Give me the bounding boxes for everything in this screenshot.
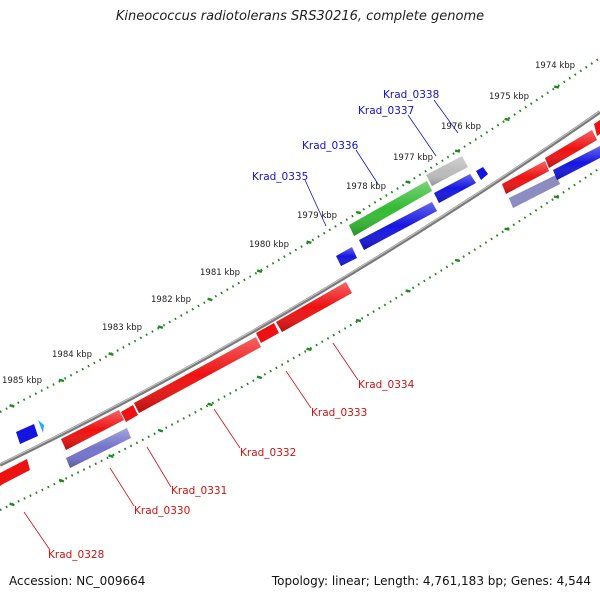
upper-tick-2 (108, 352, 114, 356)
genome-summary-text: Topology: linear; Length: 4,761,183 bp; … (271, 574, 591, 588)
lower-leader-lines (23, 342, 359, 551)
kbp-label-1982: 1982 kbp (151, 295, 191, 305)
upper-tick-9 (454, 149, 461, 153)
upper-leader-lines (304, 99, 459, 227)
gene-cyan-marker[interactable] (38, 420, 44, 433)
gene-reverse-upper-right[interactable] (434, 174, 476, 203)
gene-0333-block[interactable] (256, 323, 279, 343)
gene-0331b-block[interactable] (121, 405, 138, 422)
kbp-label-1983: 1983 kbp (102, 323, 142, 333)
lower-scale-dots (0, 167, 600, 511)
upper-tick-5 (256, 269, 263, 273)
kbp-label-1975: 1975 kbp (489, 92, 529, 102)
kbp-label-1980: 1980 kbp (249, 240, 289, 250)
gene-0328-block[interactable] (0, 459, 30, 486)
upper-tick-11 (553, 85, 560, 89)
lower-tick-8 (405, 289, 411, 293)
kbp-label-1985: 1985 kbp (2, 376, 42, 386)
lower-tick-11 (553, 195, 560, 199)
gene-label-krad-0328[interactable]: Krad_0328 (48, 549, 104, 561)
upper-tick-0 (9, 403, 15, 408)
kbp-label-1974: 1974 kbp (535, 61, 575, 71)
page-title: Kineococcus radiotolerans SRS30216, comp… (115, 9, 485, 24)
kbp-label-1984: 1984 kbp (52, 350, 92, 360)
lower-tick-5 (256, 375, 263, 380)
gene-0331-block[interactable] (61, 410, 124, 450)
gene-reverse-upper-mid[interactable] (359, 202, 437, 250)
upper-major-ticks (9, 85, 560, 408)
gene-0338-block[interactable] (426, 156, 468, 186)
kbp-label-1977: 1977 kbp (393, 153, 433, 163)
genome-backbone-highlight (0, 110, 600, 465)
upper-gene-labels: Krad_0335 Krad_0336 Krad_0337 Krad_0338 (252, 89, 439, 183)
upper-scale-dots (0, 57, 600, 413)
lower-tick-4 (207, 402, 213, 407)
gene-label-krad-0335[interactable]: Krad_0335 (252, 171, 308, 183)
gene-label-krad-0337[interactable]: Krad_0337 (358, 105, 414, 117)
lower-tick-0 (9, 502, 15, 507)
gene-reverse-upper-left[interactable] (336, 247, 357, 266)
gene-0330-block[interactable] (66, 428, 131, 468)
lower-tick-9 (454, 258, 461, 263)
lower-tick-3 (157, 428, 164, 433)
lower-tick-6 (306, 347, 312, 352)
kbp-label-1979: 1979 kbp (297, 211, 337, 221)
gene-label-krad-0334[interactable]: Krad_0334 (358, 379, 415, 391)
gene-0334-block[interactable] (276, 282, 352, 332)
upper-tick-3 (157, 325, 164, 329)
kbp-label-1981: 1981 kbp (200, 268, 240, 278)
gene-red-right-2[interactable] (545, 130, 597, 168)
lower-major-ticks (9, 195, 560, 507)
gene-blue-right[interactable] (553, 146, 600, 180)
gene-label-krad-0331[interactable]: Krad_0331 (171, 485, 227, 497)
lower-tick-2 (108, 454, 114, 459)
gene-blue-left-arrow[interactable] (16, 424, 38, 444)
gene-label-krad-0332[interactable]: Krad_0332 (240, 447, 296, 459)
gene-purple-right[interactable] (509, 175, 560, 208)
lower-tick-10 (504, 227, 510, 231)
gene-label-krad-0338[interactable]: Krad_0338 (383, 89, 439, 101)
kbp-labels: 1974 kbp 1975 kbp 1976 kbp 1977 kbp 1978… (2, 61, 575, 386)
kbp-label-1976: 1976 kbp (441, 122, 481, 132)
upper-tick-1 (58, 378, 65, 383)
upper-tick-6 (306, 240, 312, 244)
upper-tick-8 (405, 180, 411, 184)
gene-label-krad-0336[interactable]: Krad_0336 (302, 140, 359, 152)
upper-tick-4 (207, 297, 213, 302)
accession-text: Accession: NC_009664 (9, 574, 146, 588)
lower-gene-labels: Krad_0328 Krad_0330 Krad_0331 Krad_0332 … (48, 379, 415, 561)
kbp-label-1978: 1978 kbp (346, 182, 386, 192)
gene-label-krad-0333[interactable]: Krad_0333 (311, 407, 367, 419)
lower-tick-7 (355, 318, 362, 323)
gene-0336-block[interactable] (349, 181, 432, 236)
gene-0332-block[interactable] (134, 337, 261, 413)
upper-tick-10 (504, 117, 510, 122)
gene-red-right-1[interactable] (502, 161, 549, 194)
genome-backbone (0, 110, 600, 467)
gene-red-right-3[interactable] (594, 120, 600, 136)
lower-tick-1 (58, 478, 65, 483)
gene-label-krad-0330[interactable]: Krad_0330 (134, 505, 190, 517)
upper-tick-7 (355, 210, 362, 215)
gene-reverse-small-arrow[interactable] (476, 167, 488, 180)
